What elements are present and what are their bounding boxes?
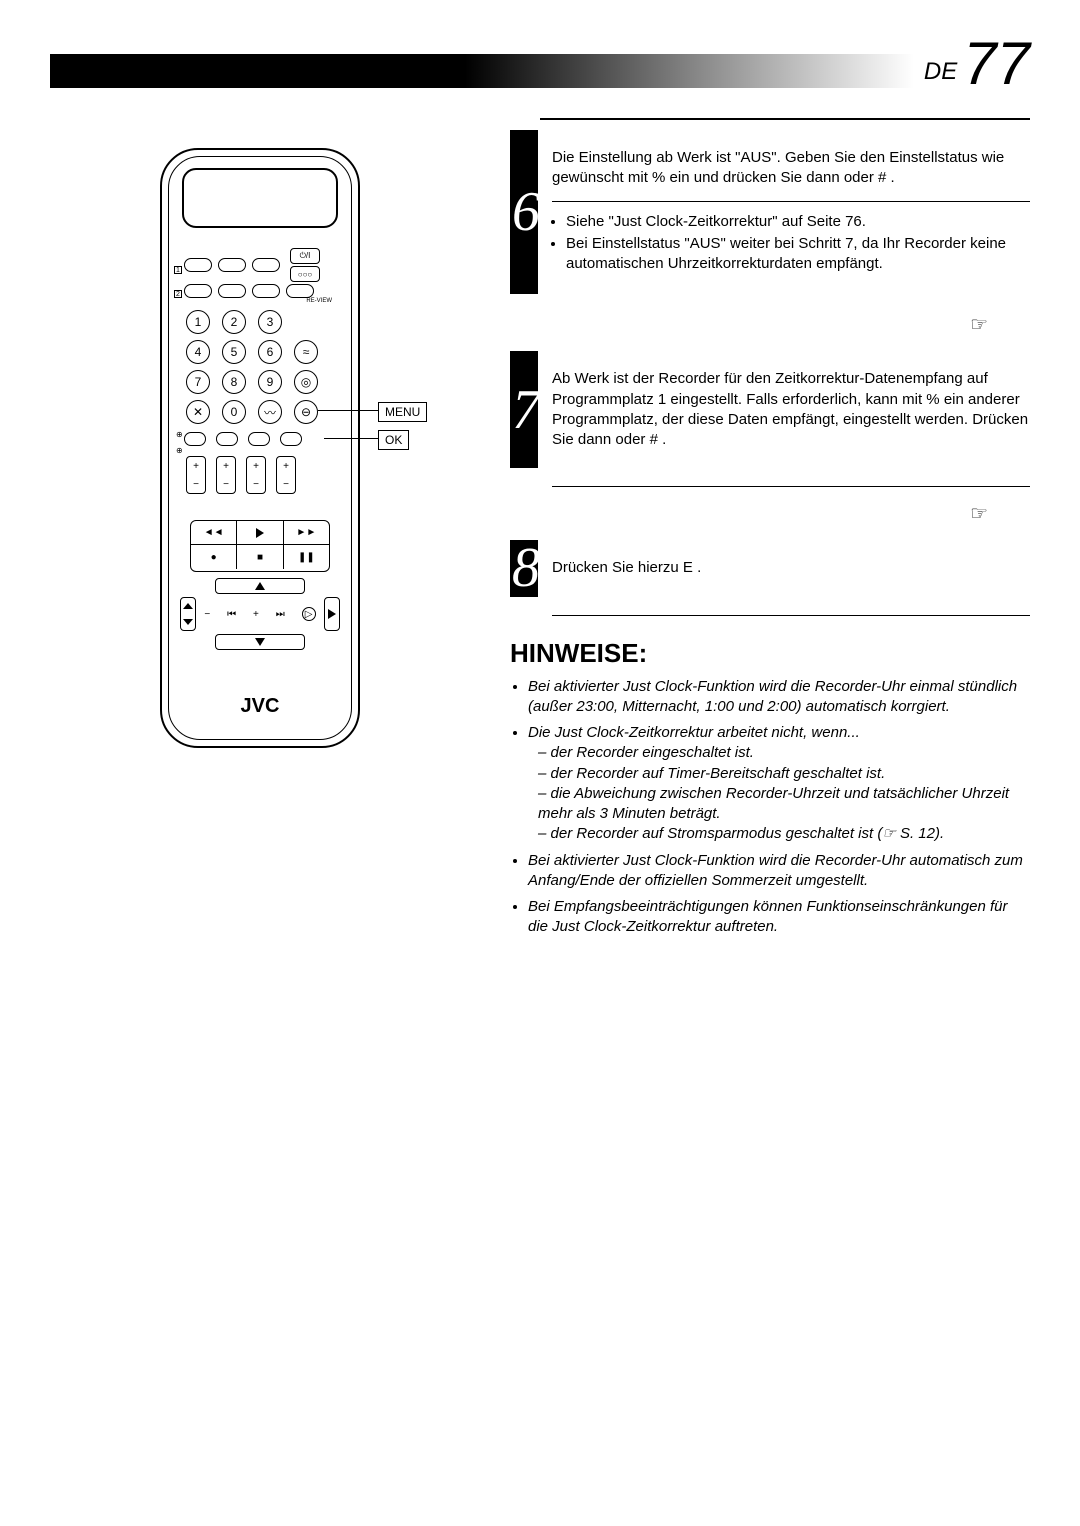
remote-key-9: 9 (258, 370, 282, 394)
brand-logo: JVC (162, 695, 358, 718)
dots-button: ○○○ (290, 266, 320, 282)
step-8-text: Drücken Sie hierzu E . (552, 558, 1030, 578)
remote-key-squiggle: 〰 (258, 400, 282, 424)
page-number: 77 (963, 40, 1030, 88)
step-number-6: 6 (512, 184, 540, 240)
hand-pointer-icon: ☞ (510, 501, 988, 526)
remote-key-4: 4 (186, 340, 210, 364)
remote-key-0: 0 (222, 400, 246, 424)
remote-key-circle: ◎ (294, 370, 318, 394)
page-header: DE 77 (50, 40, 1030, 88)
step-number-8: 8 (512, 540, 540, 596)
remote-key-7: 7 (186, 370, 210, 394)
remote-key-1: 1 (186, 310, 210, 334)
step-7: 7 Ab Werk ist der Recorder für den Zeitk… (510, 351, 1030, 468)
step-7-text: Ab Werk ist der Recorder für den Zeitkor… (552, 369, 1030, 450)
remote-key-wifi: ≈ (294, 340, 318, 364)
remote-key-menu: ⊖ (294, 400, 318, 424)
step-6-bullets: Siehe "Just Clock-Zeitkorrektur" auf Sei… (552, 212, 1030, 275)
header-gradient (50, 54, 914, 88)
remote-key-3: 3 (258, 310, 282, 334)
remote-key-6: 6 (258, 340, 282, 364)
page-label: DE (924, 58, 957, 86)
hinweise-item: Bei Empfangsbeeinträchtigungen können Fu… (528, 897, 1030, 938)
hinweise-item: Bei aktivierter Just Clock-Funktion wird… (528, 677, 1030, 718)
callout-ok: OK (378, 430, 409, 450)
hinweise-title: HINWEISE: (510, 638, 1030, 669)
remote-key-2: 2 (222, 310, 246, 334)
power-button: ⏻/I (290, 248, 320, 264)
step-8: 8 Drücken Sie hierzu E . (510, 540, 1030, 596)
step-6-text: Die Einstellung ab Werk ist "AUS". Geben… (552, 148, 1030, 189)
remote-key-x: ✕ (186, 400, 210, 424)
hinweise-item: Bei aktivierter Just Clock-Funktion wird… (528, 851, 1030, 892)
remote-screen (182, 168, 338, 228)
step-6: 6 Die Einstellung ab Werk ist "AUS". Geb… (510, 130, 1030, 294)
hinweise-item: Die Just Clock-Zeitkorrektur arbeitet ni… (528, 723, 1030, 845)
remote-key-5: 5 (222, 340, 246, 364)
remote-control-diagram: ⏻/I ○○○ 1 2 RE-VIEW 1 2 3 (160, 148, 360, 748)
review-label: RE-VIEW (306, 298, 332, 304)
content-area: ⏻/I ○○○ 1 2 RE-VIEW 1 2 3 (50, 118, 1030, 944)
callout-menu: MENU (378, 402, 427, 422)
hinweise-list: Bei aktivierter Just Clock-Funktion wird… (510, 677, 1030, 938)
instructions-column: 6 Die Einstellung ab Werk ist "AUS". Geb… (510, 118, 1030, 944)
hand-pointer-icon: ☞ (510, 312, 988, 337)
remote-column: ⏻/I ○○○ 1 2 RE-VIEW 1 2 3 (50, 118, 470, 944)
manual-page: DE 77 ⏻/I ○○○ 1 (0, 0, 1080, 984)
remote-key-8: 8 (222, 370, 246, 394)
step-number-7: 7 (512, 382, 540, 438)
